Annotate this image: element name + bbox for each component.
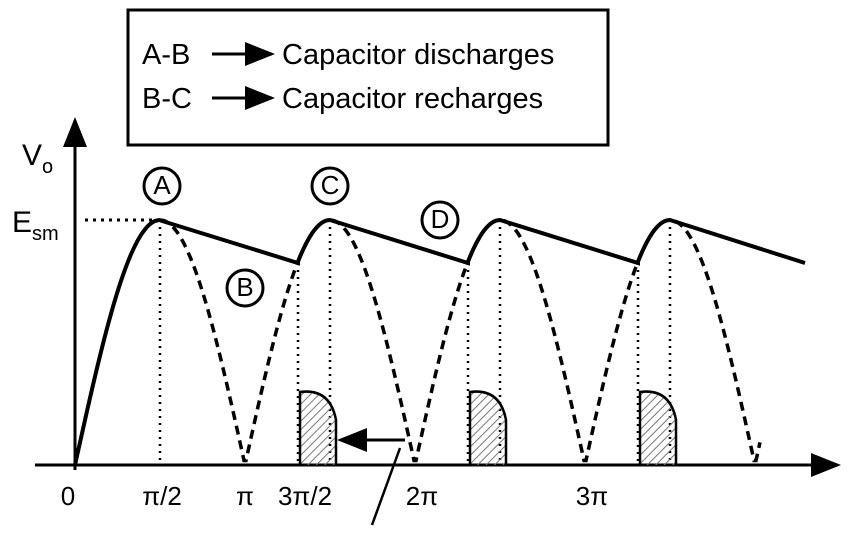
x-label: 2π bbox=[406, 481, 438, 511]
point-label: D bbox=[431, 204, 450, 234]
legend-box bbox=[126, 8, 610, 147]
x-label: π bbox=[236, 481, 254, 511]
point-label: B bbox=[236, 272, 253, 302]
y-axis-label: Vo bbox=[22, 139, 53, 178]
legend-text: Capacitor discharges bbox=[282, 39, 554, 71]
rectified-sine bbox=[159, 218, 762, 463]
level-label: Esm bbox=[12, 206, 59, 245]
x-label: 0 bbox=[61, 481, 75, 511]
conduction-areas bbox=[298, 390, 678, 465]
x-label: π/2 bbox=[142, 481, 182, 511]
x-label: 3π/2 bbox=[278, 481, 332, 511]
point-label: C bbox=[321, 170, 340, 200]
output-voltage bbox=[73, 217, 806, 466]
legend-from: B-C bbox=[142, 83, 192, 115]
legend-text: Capacitor recharges bbox=[282, 83, 543, 115]
x-label: 3π bbox=[576, 481, 608, 511]
point-label: A bbox=[153, 170, 171, 200]
legend-from: A-B bbox=[142, 39, 190, 71]
pointer-line bbox=[370, 447, 402, 526]
waveforms bbox=[73, 217, 806, 466]
point-circles bbox=[142, 166, 460, 308]
